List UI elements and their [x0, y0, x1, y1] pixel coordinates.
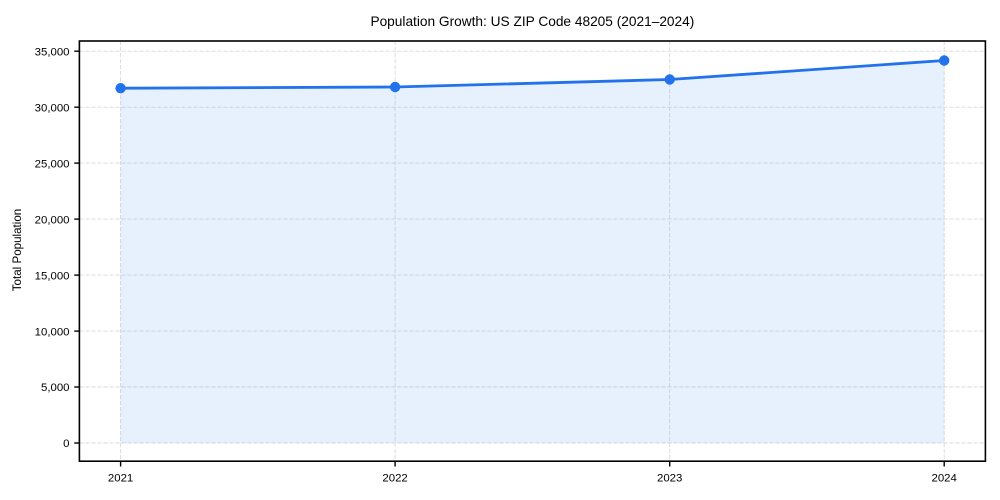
svg-text:Population Growth: US ZIP Code: Population Growth: US ZIP Code 48205 (20…	[370, 14, 694, 29]
svg-text:2023: 2023	[657, 473, 682, 485]
svg-text:2022: 2022	[382, 473, 407, 485]
svg-text:25,000: 25,000	[35, 158, 70, 170]
svg-text:2021: 2021	[108, 473, 133, 485]
svg-text:Total Population: Total Population	[11, 209, 24, 292]
svg-text:2024: 2024	[932, 473, 957, 485]
svg-text:0: 0	[63, 438, 69, 450]
svg-text:15,000: 15,000	[35, 270, 70, 282]
svg-text:20,000: 20,000	[35, 214, 70, 226]
svg-text:10,000: 10,000	[35, 326, 70, 338]
svg-text:30,000: 30,000	[35, 102, 70, 114]
svg-text:35,000: 35,000	[35, 46, 70, 58]
svg-text:5,000: 5,000	[41, 382, 70, 394]
